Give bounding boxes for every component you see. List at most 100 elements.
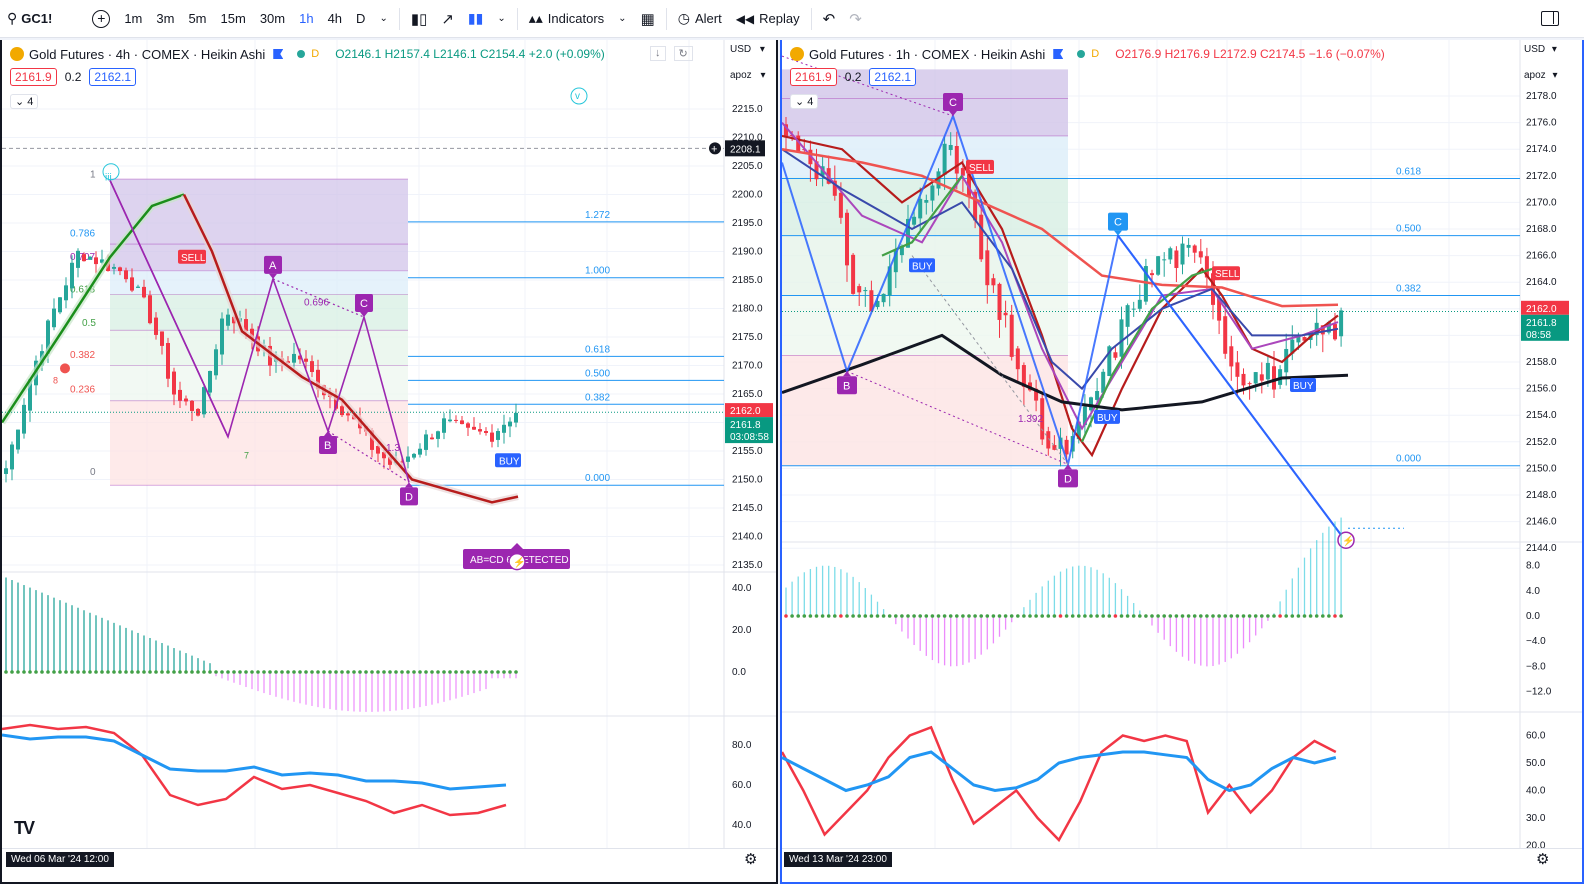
chart-type-heikin[interactable]: ▮▮ bbox=[461, 0, 490, 38]
interval-30m[interactable]: 30m bbox=[253, 0, 292, 38]
currency-selector[interactable]: USD ▾ bbox=[730, 44, 765, 55]
price-axis-right[interactable] bbox=[1520, 40, 1582, 848]
sell-signal[interactable] bbox=[178, 249, 206, 264]
pattern-point-pointer bbox=[405, 482, 413, 488]
redo-button[interactable]: ↷ bbox=[842, 0, 869, 38]
current-price-tag bbox=[1521, 314, 1569, 341]
pattern-point-marker[interactable] bbox=[1108, 212, 1128, 231]
pattern-point-marker[interactable] bbox=[264, 255, 282, 274]
interval-15m[interactable]: 15m bbox=[214, 0, 253, 38]
pattern-point-marker[interactable] bbox=[1058, 469, 1078, 488]
buy-signal[interactable] bbox=[495, 453, 521, 468]
indicator-count: 4 bbox=[807, 96, 814, 108]
candle-body bbox=[160, 331, 164, 346]
alert-button[interactable]: ◷ Alert bbox=[671, 0, 729, 38]
candle-body bbox=[1156, 256, 1161, 275]
bid-price[interactable]: 2161.9 bbox=[10, 68, 57, 86]
price-tick: 2154.0 bbox=[1526, 410, 1557, 421]
sell-signal[interactable] bbox=[1212, 266, 1240, 281]
buy-signal[interactable] bbox=[1094, 409, 1120, 424]
chart-type-line[interactable]: ↗ bbox=[434, 0, 461, 38]
lightning-alert-icon[interactable] bbox=[1337, 531, 1355, 549]
price-tick: 2174.0 bbox=[1526, 144, 1557, 155]
pattern-point-marker[interactable] bbox=[837, 376, 857, 395]
zero-dot bbox=[1095, 614, 1099, 618]
bid-price[interactable]: 2161.9 bbox=[790, 68, 837, 86]
settings-gear-right[interactable]: ⚙ bbox=[1536, 850, 1549, 868]
lightning-alert-icon[interactable] bbox=[508, 552, 526, 571]
chart-canvas-left[interactable]: 1.2721.0000.6180.5000.3820.0000.7860.707… bbox=[2, 40, 776, 884]
candle-body bbox=[851, 254, 856, 294]
candle-body bbox=[460, 420, 464, 425]
interval-5m[interactable]: 5m bbox=[181, 0, 213, 38]
wave-circle bbox=[102, 163, 120, 181]
compare-button[interactable]: + bbox=[85, 0, 117, 38]
last-price-tag bbox=[725, 403, 773, 418]
alert-marker[interactable] bbox=[60, 363, 70, 374]
collapse-indicators-button[interactable]: ⌄ 4 bbox=[10, 94, 39, 109]
candle-body bbox=[16, 429, 20, 450]
sell-signal-label: SELL bbox=[181, 253, 206, 264]
zero-dot bbox=[292, 670, 296, 674]
candle-body bbox=[942, 143, 947, 175]
candle-body bbox=[304, 358, 308, 362]
pattern-point-marker[interactable] bbox=[400, 487, 418, 506]
time-axis-right[interactable] bbox=[782, 848, 1582, 882]
zero-dot bbox=[454, 670, 458, 674]
chart-type-candles[interactable]: ▮▯ bbox=[404, 0, 435, 38]
oscillator-red-line bbox=[2, 723, 507, 817]
interval-dropdown[interactable]: ⌄ bbox=[372, 0, 394, 38]
buy-signal[interactable] bbox=[1290, 377, 1316, 392]
interval-3m[interactable]: 3m bbox=[149, 0, 181, 38]
symbol-search[interactable]: ⚲ GC1! bbox=[0, 0, 59, 38]
chart-pane-right[interactable]: 0.618 0.500 0.382 0.000 1.392 B C D C SELL SELL BUY… bbox=[780, 40, 1584, 884]
price-axis-left[interactable] bbox=[724, 40, 776, 848]
tradingview-logo[interactable]: TV bbox=[14, 818, 35, 839]
candle-body bbox=[58, 297, 62, 313]
candle-body bbox=[76, 250, 80, 268]
zero-dot bbox=[430, 670, 434, 674]
candle-body bbox=[436, 431, 440, 439]
flag-icon[interactable] bbox=[1053, 49, 1064, 59]
zero-dot bbox=[1296, 614, 1301, 618]
pattern-point-marker[interactable] bbox=[943, 92, 963, 111]
zero-dot bbox=[1321, 614, 1325, 618]
layout-button[interactable]: ▦ bbox=[634, 0, 662, 38]
pattern-point-marker[interactable] bbox=[319, 436, 337, 455]
zero-dot bbox=[274, 670, 278, 674]
ask-price[interactable]: 2162.1 bbox=[869, 68, 917, 86]
indicators-dropdown[interactable]: ⌄ bbox=[611, 0, 633, 38]
zero-dot bbox=[76, 670, 80, 674]
interval-4h[interactable]: 4h bbox=[321, 0, 349, 38]
scale-mode-selector[interactable]: apoz ▾ bbox=[730, 70, 766, 81]
buy-signal[interactable] bbox=[909, 258, 935, 273]
panel-toggle-button[interactable] bbox=[1534, 0, 1566, 38]
refresh-icon[interactable]: ↻ bbox=[673, 46, 693, 61]
currency-selector[interactable]: USD ▾ bbox=[1524, 44, 1557, 55]
price-tick: 2156.0 bbox=[1526, 384, 1557, 395]
crosshair-add-button[interactable] bbox=[709, 142, 721, 155]
undo-button[interactable]: ↶ bbox=[816, 0, 843, 38]
download-icon[interactable]: ↓ bbox=[650, 46, 666, 61]
chart-pane-left[interactable]: 1.2721.0000.6180.5000.3820.0000.7860.707… bbox=[0, 40, 778, 884]
collapse-indicators-button[interactable]: ⌄ 4 bbox=[790, 94, 819, 109]
interval-D[interactable]: D bbox=[349, 0, 372, 38]
chart-type-dropdown[interactable]: ⌄ bbox=[490, 0, 512, 38]
zero-dot bbox=[1192, 614, 1197, 618]
candle-body bbox=[1076, 421, 1081, 440]
time-axis-left[interactable] bbox=[2, 848, 776, 882]
chart-canvas-right[interactable]: 0.618 0.500 0.382 0.000 1.392 B C D C SELL SELL BUY… bbox=[782, 40, 1582, 884]
chart-title[interactable]: Gold Futures · 1h · COMEX · Heikin Ashi bbox=[809, 46, 1046, 62]
candle-body bbox=[10, 444, 14, 470]
flag-icon[interactable] bbox=[273, 49, 284, 59]
ask-price[interactable]: 2162.1 bbox=[89, 68, 137, 86]
pattern-point-marker[interactable] bbox=[355, 294, 373, 313]
settings-gear-left[interactable]: ⚙ bbox=[744, 850, 757, 868]
interval-1h[interactable]: 1h bbox=[292, 0, 320, 38]
interval-1m[interactable]: 1m bbox=[117, 0, 149, 38]
scale-mode-selector[interactable]: apoz ▾ bbox=[1524, 70, 1558, 81]
replay-button[interactable]: ◀◀ Replay bbox=[729, 0, 807, 38]
chart-title[interactable]: Gold Futures · 4h · COMEX · Heikin Ashi bbox=[29, 46, 266, 62]
indicators-button[interactable]: ▴▴ Indicators bbox=[522, 0, 611, 38]
sell-signal[interactable] bbox=[966, 159, 994, 174]
